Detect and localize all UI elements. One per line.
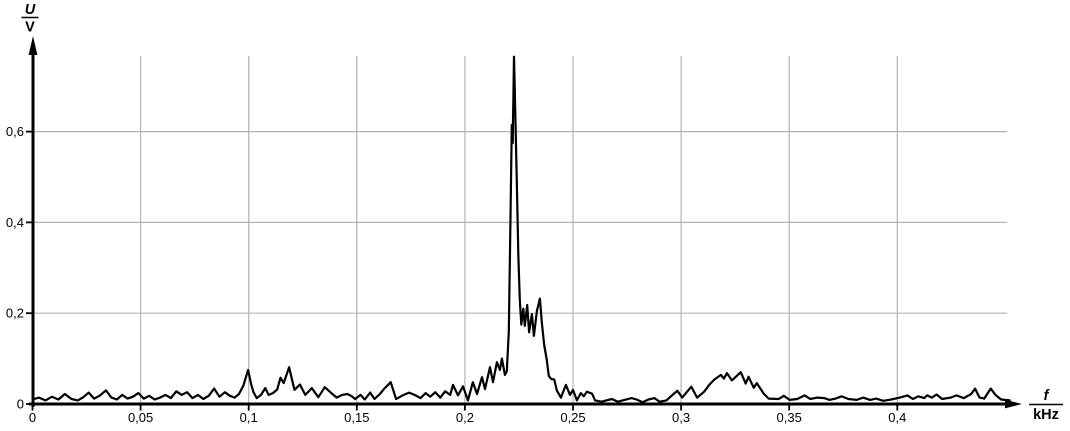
x-tick-label: 0,1 (240, 410, 258, 425)
x-tick-label: 0,4 (888, 410, 906, 425)
x-axis-arrowhead (1005, 399, 1022, 409)
axes (28, 36, 1022, 409)
y-tick-label: 0 (17, 397, 24, 412)
spectrum-curve (31, 55, 1011, 404)
y-axis-title-numerator: U (25, 2, 36, 18)
y-axis-title-denominator: V (25, 20, 35, 36)
x-tick-label: 0,3 (672, 410, 690, 425)
y-tick-label: 0,4 (6, 215, 24, 230)
x-tick-label: 0,35 (777, 410, 802, 425)
y-tick-label: 0,6 (6, 124, 24, 139)
tick-labels: 0 0,05 0,1 0,15 0,2 0,25 0,3 0,35 0,4 0 0,2 0,4 0,6 (6, 124, 906, 425)
x-axis-title-denominator: kHz (1033, 407, 1059, 423)
y-axis-title: U V (21, 2, 39, 36)
x-axis-title: f kHz (1029, 388, 1063, 423)
y-tick-label: 0,2 (6, 306, 24, 321)
spectrum-curve-layer (31, 55, 1011, 404)
tick-marks (26, 130, 899, 411)
x-tick-label: 0,2 (456, 410, 474, 425)
x-tick-label: 0 (29, 410, 36, 425)
x-tick-label: 0,15 (344, 410, 369, 425)
x-tick-label: 0,05 (128, 410, 153, 425)
y-axis-arrowhead (28, 36, 38, 55)
x-axis-title-numerator: f (1044, 388, 1051, 404)
gridlines (34, 56, 1007, 403)
x-tick-label: 0,25 (560, 410, 585, 425)
